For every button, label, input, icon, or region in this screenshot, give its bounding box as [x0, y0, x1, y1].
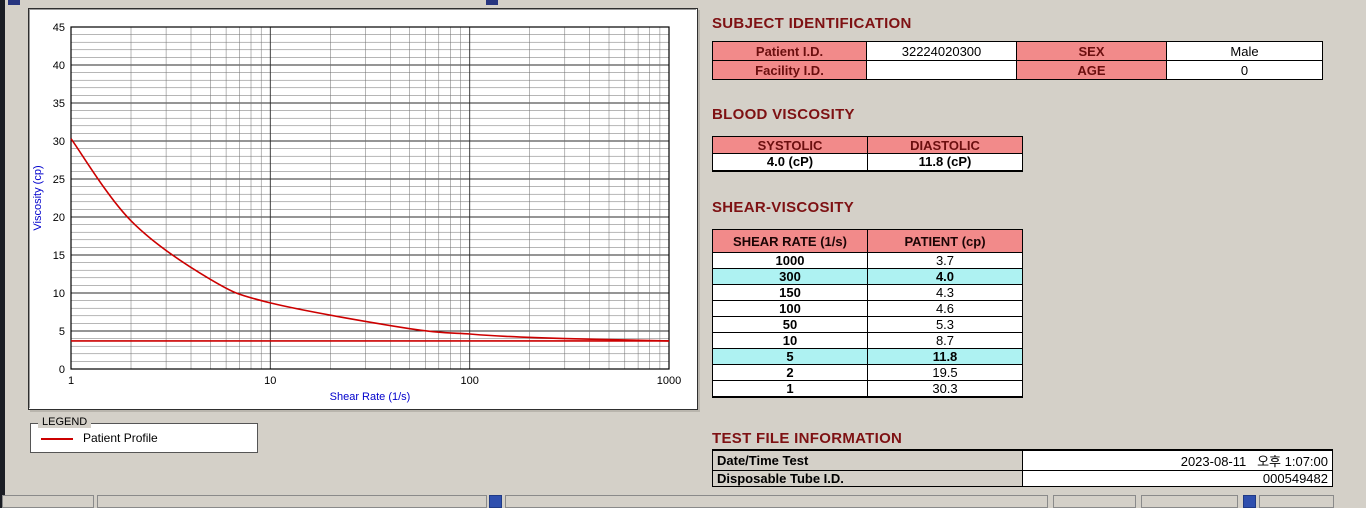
table-row: 100 4.6: [712, 300, 1023, 317]
test-info-label: Date/Time Test: [712, 449, 1023, 471]
patient-viscosity-cell: 11.8: [867, 348, 1023, 365]
section-title-shear-viscosity: SHEAR-VISCOSITY: [712, 199, 855, 216]
svg-text:30: 30: [53, 136, 65, 148]
shear-rate-cell: 150: [712, 284, 868, 301]
systolic-label: SYSTOLIC: [712, 136, 868, 154]
table-row: 4.0 (cP) 11.8 (cP): [712, 153, 1023, 171]
table-row: 2 19.5: [712, 364, 1023, 381]
bottom-widget-fragment: [1141, 495, 1238, 508]
table-row: 50 5.3: [712, 316, 1023, 333]
svg-text:35: 35: [53, 98, 65, 110]
shear-rate-cell: 1000: [712, 252, 868, 269]
legend-series-label: Patient Profile: [83, 431, 158, 445]
svg-text:100: 100: [461, 375, 479, 387]
svg-text:Shear Rate (1/s): Shear Rate (1/s): [330, 391, 411, 403]
shear-rate-cell: 10: [712, 332, 868, 349]
bottom-widget-fragment: [505, 495, 1048, 508]
table-row: 1 30.3: [712, 380, 1023, 398]
section-title-test-file-information: TEST FILE INFORMATION: [712, 430, 903, 447]
svg-text:10: 10: [264, 375, 276, 387]
systolic-value: 4.0 (cP): [712, 153, 868, 171]
section-title-blood-viscosity: BLOOD VISCOSITY: [712, 106, 855, 123]
bottom-widget-fragment[interactable]: [1243, 495, 1256, 508]
age-value: 0: [1166, 60, 1323, 80]
shear-rate-cell: 1: [712, 380, 868, 398]
svg-text:1: 1: [68, 375, 74, 387]
test-file-information-table: Date/Time Test 2023-08-11 오후 1:07:00 Dispo…: [712, 449, 1333, 487]
sex-label: SEX: [1016, 41, 1167, 61]
svg-text:25: 25: [53, 174, 65, 186]
table-header-row: SHEAR RATE (1/s) PATIENT (cp): [712, 229, 1023, 253]
patient-viscosity-cell: 19.5: [867, 364, 1023, 381]
shear-rate-cell: 50: [712, 316, 868, 333]
patient-viscosity-cell: 3.7: [867, 252, 1023, 269]
shear-rate-cell: 5: [712, 348, 868, 365]
table-row: Disposable Tube I.D. 000549482: [712, 470, 1333, 487]
shear-viscosity-table: SHEAR RATE (1/s) PATIENT (cp) 1000 3.7 300…: [712, 229, 1023, 398]
age-label: AGE: [1016, 60, 1167, 80]
svg-text:1000: 1000: [657, 375, 681, 387]
patient-viscosity-cell: 30.3: [867, 380, 1023, 398]
table-row: SYSTOLIC DIASTOLIC: [712, 136, 1023, 154]
test-info-table-body: Date/Time Test 2023-08-11 오후 1:07:00 Dispo…: [712, 449, 1333, 487]
legend-box: LEGEND Patient Profile: [30, 416, 258, 453]
diastolic-value: 11.8 (cP): [867, 153, 1023, 171]
svg-text:15: 15: [53, 250, 65, 262]
patient-viscosity-cell: 4.0: [867, 268, 1023, 285]
sex-value: Male: [1166, 41, 1323, 61]
shear-viscosity-chart: 0 5 10 15 20 25 30 35 40 45 1 10 100 1000 Shear Rate (…: [32, 22, 681, 403]
table-row: Patient I.D. 32224020300 SEX Male: [712, 41, 1323, 61]
bottom-widget-fragment: [1053, 495, 1136, 508]
section-title-subject-identification: SUBJECT IDENTIFICATION: [712, 15, 912, 32]
svg-text:Viscosity (cp): Viscosity (cp): [32, 165, 44, 230]
svg-text:40: 40: [53, 60, 65, 72]
svg-text:0: 0: [59, 364, 65, 376]
table-row: Date/Time Test 2023-08-11 오후 1:07:00: [712, 449, 1333, 471]
svg-text:20: 20: [53, 212, 65, 224]
svg-text:10: 10: [53, 288, 65, 300]
shear-rate-cell: 2: [712, 364, 868, 381]
blood-viscosity-table: SYSTOLIC DIASTOLIC 4.0 (cP) 11.8 (cP): [712, 136, 1023, 172]
shear-rate-cell: 300: [712, 268, 868, 285]
patient-value-header: PATIENT (cp): [867, 229, 1023, 253]
table-row: 300 4.0: [712, 268, 1023, 285]
bottom-widget-fragment[interactable]: [489, 495, 502, 508]
svg-text:5: 5: [59, 326, 65, 338]
top-window-fragment: [8, 0, 20, 5]
patient-viscosity-cell: 8.7: [867, 332, 1023, 349]
patient-id-label: Patient I.D.: [712, 41, 867, 61]
shear-rate-header: SHEAR RATE (1/s): [712, 229, 868, 253]
shear-rate-cell: 100: [712, 300, 868, 317]
table-row: 5 11.8: [712, 348, 1023, 365]
facility-id-label: Facility I.D.: [712, 60, 867, 80]
patient-viscosity-cell: 5.3: [867, 316, 1023, 333]
table-row: 1000 3.7: [712, 252, 1023, 269]
patient-viscosity-cell: 4.3: [867, 284, 1023, 301]
viscosity-chart-panel: 0 5 10 15 20 25 30 35 40 45 1 10 100 1000 Shear Rate (…: [28, 8, 698, 410]
diastolic-label: DIASTOLIC: [867, 136, 1023, 154]
top-window-fragment: [486, 0, 498, 5]
test-info-label: Disposable Tube I.D.: [712, 470, 1023, 487]
patient-profile-line-swatch: [41, 438, 73, 440]
legend-title: LEGEND: [38, 416, 92, 428]
bottom-widget-fragment: [2, 495, 94, 508]
bottom-widget-fragment: [97, 495, 487, 508]
table-row: 10 8.7: [712, 332, 1023, 349]
patient-id-value: 32224020300: [866, 41, 1017, 61]
shear-table-body: 1000 3.7 300 4.0 150 4.3 100 4.6 50 5.3 10 8.7 5 11.8…: [712, 252, 1023, 398]
bottom-widget-fragment: [1259, 495, 1334, 508]
test-info-value: 2023-08-11 오후 1:07:00: [1022, 449, 1333, 471]
window-edge: [0, 0, 5, 508]
table-row: 150 4.3: [712, 284, 1023, 301]
svg-text:45: 45: [53, 22, 65, 34]
test-info-value: 000549482: [1022, 470, 1333, 487]
subject-identification-table: Patient I.D. 32224020300 SEX Male Facili…: [712, 41, 1323, 80]
table-row: Facility I.D. AGE 0: [712, 60, 1323, 80]
facility-id-value: [866, 60, 1017, 80]
patient-viscosity-cell: 4.6: [867, 300, 1023, 317]
